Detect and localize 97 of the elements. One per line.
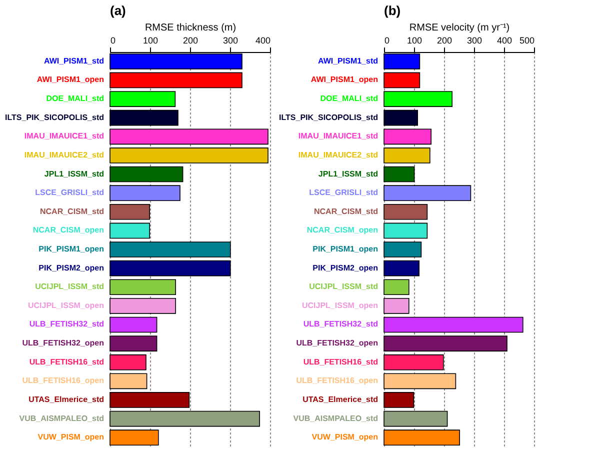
bar — [110, 148, 268, 164]
y-tick-label: ULB_FETISH16_std — [29, 357, 104, 366]
bar — [384, 354, 444, 370]
bar — [110, 72, 242, 88]
x-tick-label: 400 — [496, 36, 512, 46]
y-tick-label: LSCE_GRISLI_std — [35, 188, 104, 198]
bar — [110, 185, 180, 201]
y-tick-label: NCAR_CISM_std — [40, 206, 104, 216]
y-tick-label: ULB_FETISH16_open — [296, 376, 378, 386]
bar — [384, 204, 428, 220]
y-tick-label: ULB_FETISH16_std — [303, 357, 378, 366]
y-tick-label: ULB_FETISH32_std — [303, 320, 378, 329]
bar — [384, 430, 460, 446]
x-tick-label: 500 — [519, 36, 534, 46]
y-tick-label: AWI_PISM1_open — [36, 75, 104, 84]
y-tick-label: IMAU_IMAUICE1_std — [24, 132, 104, 141]
bar — [110, 373, 148, 390]
bar — [384, 110, 418, 126]
bar — [110, 410, 260, 427]
bar — [384, 373, 456, 390]
y-tick-label: NCAR_CISM_std — [314, 206, 378, 216]
y-tick-label: UCIJPL_ISSM_std — [35, 282, 104, 292]
x-tick-label: 400 — [255, 36, 270, 46]
bar — [384, 279, 410, 296]
x-tick-label: 200 — [182, 36, 198, 46]
y-tick-label: UCIJPL_ISSM_open — [302, 300, 378, 310]
y-tick-label: VUB_AISMPALEO_std — [19, 414, 104, 423]
x-tick-label: 100 — [142, 36, 158, 46]
bar — [110, 430, 159, 446]
bar — [110, 298, 176, 314]
bar — [110, 91, 176, 107]
y-tick-label: UCIJPL_ISSM_open — [28, 300, 104, 310]
y-tick-label: ILTS_PIK_SICOPOLIS_std — [5, 112, 104, 122]
y-tick-label: IMAU_IMAUICE2_std — [24, 150, 104, 160]
bar — [384, 148, 430, 164]
y-tick-label: ILTS_PIK_SICOPOLIS_std — [279, 112, 378, 122]
x-axis-title: RMSE velocity (m yr⁻¹) — [409, 22, 510, 34]
bar — [110, 110, 178, 126]
y-tick-label: IMAU_IMAUICE1_std — [298, 132, 378, 141]
y-tick-label: AWI_PISM1_open — [310, 75, 378, 84]
y-tick-label: VUW_PISM_open — [312, 432, 378, 442]
bar — [384, 72, 420, 88]
y-tick-label: JPL1_ISSM_std — [44, 169, 104, 178]
bar — [110, 242, 231, 258]
x-tick-label: 200 — [436, 36, 452, 46]
bar — [110, 204, 150, 220]
bar — [384, 166, 415, 182]
bar — [110, 392, 190, 408]
bar — [110, 260, 231, 276]
y-tick-label: DOE_MALI_std — [46, 94, 104, 104]
y-tick-label: PIK_PISM1_open — [312, 244, 378, 254]
y-tick-label: ULB_FETISH32_open — [296, 338, 378, 348]
bar — [384, 222, 428, 239]
y-tick-label: VUB_AISMPALEO_std — [293, 414, 378, 423]
bar — [384, 316, 524, 333]
chart-title: (b) — [384, 3, 401, 18]
bar — [110, 166, 184, 182]
y-tick-label: NCAR_CISM_open — [306, 226, 378, 235]
y-tick-label: AWI_PISM1_std — [44, 56, 104, 66]
y-tick-label: ULB_FETISH32_std — [29, 320, 104, 329]
y-tick-label: NCAR_CISM_open — [32, 226, 104, 235]
bar — [384, 392, 414, 408]
bar — [110, 128, 268, 145]
x-tick-label: 0 — [384, 36, 390, 46]
x-tick-label: 300 — [222, 36, 238, 46]
bar — [110, 336, 158, 352]
bar — [110, 354, 146, 370]
bar — [384, 91, 452, 107]
y-tick-label: UCIJPL_ISSM_std — [309, 282, 378, 292]
bar — [384, 185, 472, 201]
bar — [384, 242, 422, 258]
x-tick-label: 0 — [110, 36, 116, 46]
y-tick-label: JPL1_ISSM_std — [318, 169, 378, 178]
x-tick-label: 100 — [406, 36, 422, 46]
bar — [110, 316, 158, 333]
y-tick-label: IMAU_IMAUICE2_std — [298, 150, 378, 160]
x-tick-label: 300 — [466, 36, 482, 46]
y-tick-label: LSCE_GRISLI_std — [309, 188, 378, 198]
y-tick-label: PIK_PISM2_open — [312, 263, 378, 272]
y-tick-label: ULB_FETISH16_open — [22, 376, 104, 386]
bar — [384, 298, 410, 314]
y-tick-label: AWI_PISM1_std — [318, 56, 378, 66]
y-tick-label: ULB_FETISH32_open — [22, 338, 104, 348]
y-tick-label: PIK_PISM1_open — [38, 244, 104, 254]
bar — [384, 410, 448, 427]
x-axis-title: RMSE thickness (m) — [144, 22, 236, 34]
y-tick-label: PIK_PISM2_open — [38, 263, 104, 272]
bar — [110, 222, 150, 239]
bar — [384, 336, 508, 352]
chart-title: (a) — [110, 3, 126, 18]
y-tick-label: VUW_PISM_open — [38, 432, 104, 442]
y-tick-label: DOE_MALI_std — [320, 94, 378, 104]
bar — [384, 260, 420, 276]
bar — [110, 279, 176, 296]
y-tick-label: UTAS_Elmerice_std — [28, 394, 104, 404]
bar — [384, 128, 432, 145]
y-tick-label: UTAS_Elmerice_std — [302, 394, 378, 404]
